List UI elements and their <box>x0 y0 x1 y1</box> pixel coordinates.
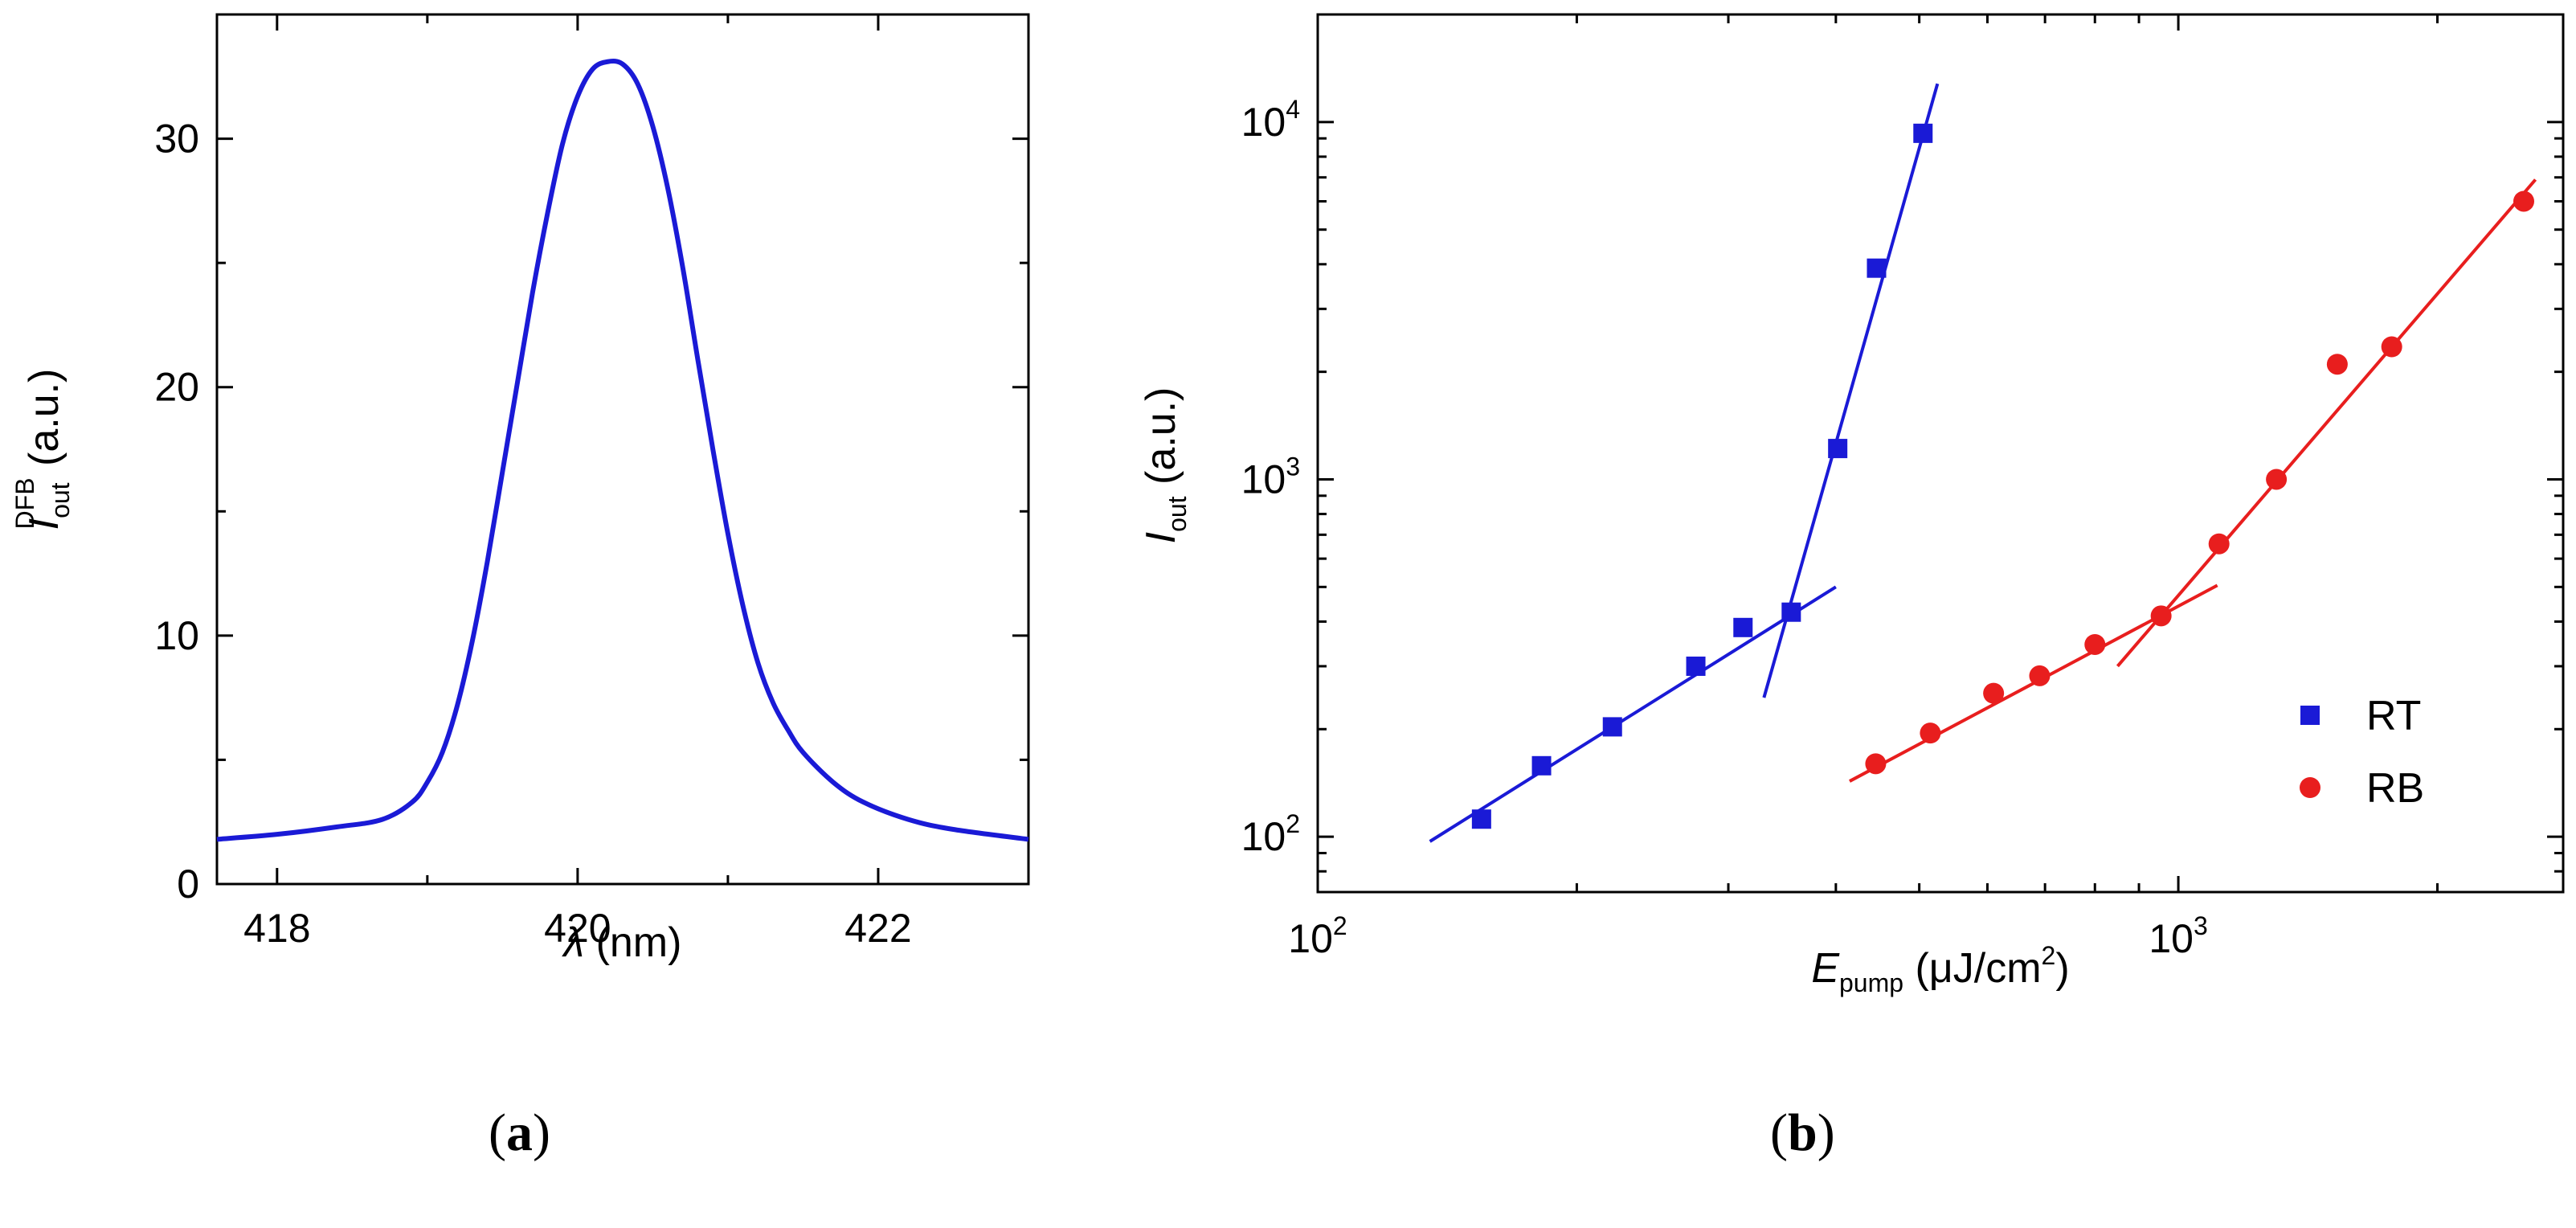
panel-a-chart: 418 420 422 0 10 20 30 λ (nm) IoutDFB (a.u.) <box>10 13 1030 966</box>
point-rt <box>1828 439 1848 459</box>
point-rb <box>2084 633 2106 655</box>
fit-line-rt <box>1762 83 1940 698</box>
legend-marker-rt <box>2300 706 2320 725</box>
x-axis-label-a: λ (nm) <box>562 919 682 966</box>
series-line-dfb-spectrum <box>216 59 1029 842</box>
caption-b: (b) <box>1770 1103 1835 1162</box>
point-rt <box>1781 602 1801 622</box>
y-tick-label-a: 10 <box>154 613 199 658</box>
point-rb <box>2513 190 2534 212</box>
point-rb <box>2208 533 2230 555</box>
point-rb <box>2029 665 2051 686</box>
y-tick-label-a: 20 <box>154 365 199 410</box>
point-rb <box>2150 605 2172 627</box>
point-rb <box>2381 336 2402 358</box>
panel-b-chart: 102 103 102 103 104 Epump (μJ/cm2) Iout (a.u.)… <box>1138 13 2565 997</box>
y-axis-label-a: IoutDFB (a.u.) <box>10 369 75 530</box>
y-tick-label-b: 104 <box>1241 95 1300 145</box>
point-rt <box>1733 617 1753 637</box>
x-axis-label-b: Epump (μJ/cm2) <box>1811 941 2069 997</box>
point-rt <box>1867 258 1887 278</box>
fit-line-rb <box>2116 178 2537 668</box>
point-rb <box>2326 354 2348 375</box>
y-tick-label-b: 103 <box>1241 452 1300 501</box>
x-tick-label-a: 422 <box>844 906 911 951</box>
plot-frame-a <box>215 13 1030 886</box>
x-tick-label-b: 102 <box>1288 911 1347 961</box>
legend-label-rb: RB <box>2366 765 2424 812</box>
point-rt <box>1686 656 1706 676</box>
legend-marker-rb <box>2300 777 2320 798</box>
legend-label-rt: RT <box>2366 693 2421 739</box>
x-tick-label-a: 420 <box>544 906 611 951</box>
plot-frame-b <box>1316 13 2565 894</box>
x-tick-label-a: 418 <box>243 906 310 951</box>
point-rt <box>1602 717 1622 737</box>
point-rb <box>1865 753 1887 775</box>
point-rb <box>2266 469 2288 490</box>
y-tick-label-a: 30 <box>154 117 199 162</box>
caption-a: (a) <box>489 1103 550 1162</box>
point-rb <box>1920 722 1941 744</box>
point-rt <box>1531 755 1552 776</box>
point-rb <box>1983 682 2005 704</box>
point-rt <box>1913 123 1933 143</box>
point-rt <box>1471 809 1491 829</box>
y-tick-label-b: 102 <box>1241 809 1300 859</box>
y-axis-label-b: Iout (a.u.) <box>1138 387 1192 544</box>
fit-line-rt <box>1429 585 1837 843</box>
y-tick-label-a: 0 <box>177 862 199 907</box>
x-tick-label-b: 103 <box>2149 911 2207 961</box>
